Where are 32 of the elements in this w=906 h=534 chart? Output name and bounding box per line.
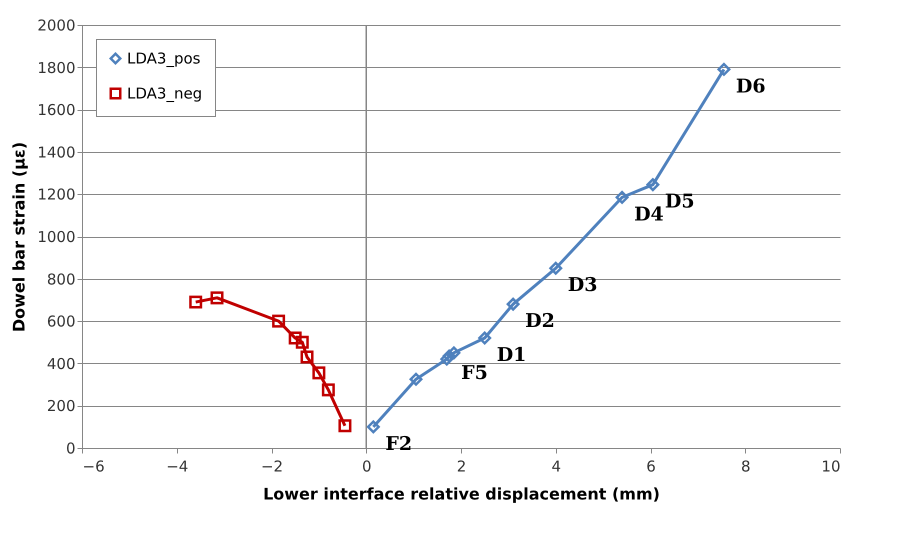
y-tick-label: 1600 [37,101,76,120]
x-tick-label: 4 [551,458,562,476]
y-tick-label: 400 [46,354,76,373]
y-tick-label: 200 [46,397,76,416]
y-tick-label: 1000 [37,228,76,246]
y-tick-label: 1200 [37,186,76,204]
y-tick-label: 2000 [37,16,76,34]
annotation: D4 [634,203,664,226]
x-axis-title: Lower interface relative displacement (mm) [263,484,660,504]
legend-label: LDA3_pos [127,50,201,68]
annotation: D3 [568,274,598,296]
annotation: F5 [461,362,488,384]
y-tick-label: 600 [46,312,76,331]
x-tick-label: −4 [166,458,188,476]
x-tick-label: −6 [82,458,105,476]
annotation: F2 [385,432,412,455]
y-tick-label: 800 [46,270,76,288]
x-tick-label: 6 [646,458,656,476]
annotation: D1 [496,344,526,366]
y-tick-label: 1800 [37,58,76,77]
y-tick-label: 1400 [37,143,76,162]
annotation: D2 [525,310,555,332]
x-tick-label: 8 [740,458,751,476]
x-tick-label: −2 [260,458,284,476]
x-tick-label: 10 [821,458,840,476]
annotation: D6 [736,75,766,98]
x-tick-label: 2 [456,458,466,476]
y-axis-title: Dowel bar strain (με) [9,142,28,332]
legend-label: LDA3_neg [127,84,202,102]
annotation: D5 [664,190,695,213]
x-tick-label: 0 [362,458,372,476]
y-tick-label: 0 [66,440,76,458]
